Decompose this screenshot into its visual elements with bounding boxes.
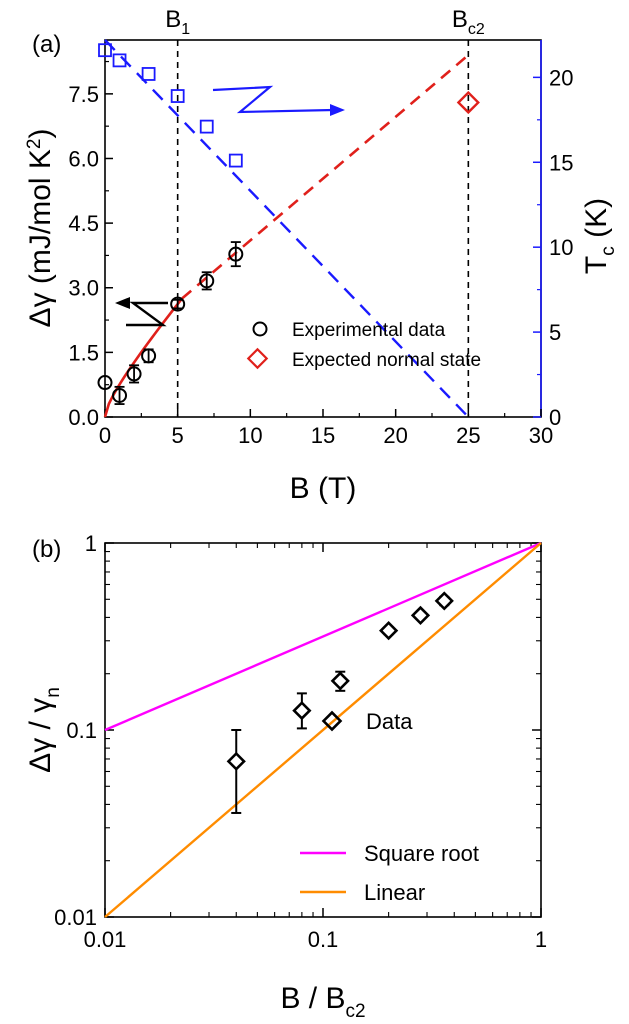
panel-b-y-title: Δγ / γn	[24, 687, 64, 773]
tc-point	[228, 153, 243, 168]
data-point	[226, 751, 246, 771]
x-tick-label: 0	[99, 423, 111, 448]
legend-diamond-icon	[246, 347, 269, 370]
panel-b: (b) 0.01 0.1 1 0.01 0.1 1 Data Square root L…	[24, 531, 547, 1022]
panel-a-marks	[97, 43, 480, 405]
panel-b-legend: Data Square root Linear	[300, 709, 479, 905]
y2-tick-label: 10	[549, 235, 573, 260]
y-tick-label: 4.5	[68, 211, 99, 236]
tc-point	[112, 53, 127, 68]
tc-point	[98, 43, 112, 58]
y-tick-label: 3.0	[68, 276, 99, 301]
vertical-line-label: Bc2	[452, 6, 485, 38]
y2-tick-label: 15	[549, 150, 573, 175]
panel-b-x-ticks: 0.01 0.1 1	[84, 543, 547, 952]
panel-b-y-ticks: 0.01 0.1 1	[54, 531, 541, 930]
x-tick-label: 20	[383, 423, 407, 448]
tc-point	[199, 119, 214, 134]
y-tick-label: 0.0	[68, 405, 99, 430]
data-point	[330, 671, 350, 691]
y-tick-label: 0.1	[66, 718, 97, 743]
tc-point	[170, 89, 185, 103]
experimental-point	[228, 246, 244, 262]
experimental-point	[126, 366, 142, 382]
panel-a-x-title: B (T)	[290, 472, 357, 505]
y-tick-label: 1	[85, 531, 97, 556]
x-tick-label: 25	[456, 423, 480, 448]
legend-expected: Expected normal state	[292, 350, 481, 371]
black-arrow-head-icon	[115, 297, 130, 309]
panel-a-legend: Experimental data Expected normal state	[246, 320, 481, 371]
y2-tick-label: 0	[549, 405, 561, 430]
x-tick-label: 15	[311, 423, 335, 448]
panel-a-label: (a)	[32, 31, 61, 58]
panel-a: (a) 0 5 10 15 20 25 30 0.0 1.5 3.0 4.5 6.0 7.5 0 5 10…	[24, 6, 619, 505]
legend-square-root: Square root	[364, 841, 479, 866]
data-point	[434, 591, 454, 611]
legend-data: Data	[366, 709, 413, 734]
panel-a-arrows	[115, 85, 345, 327]
panel-a-y2-title: Tc (K)	[580, 198, 619, 274]
data-point	[292, 700, 312, 721]
experimental-point	[112, 387, 128, 403]
legend-experimental: Experimental data	[292, 320, 446, 341]
x-tick-label: 0.1	[308, 927, 339, 952]
black-axis-arrow	[126, 301, 168, 327]
linear-line	[104, 542, 542, 918]
data-point	[410, 605, 431, 626]
experimental-point	[170, 296, 186, 312]
data-point	[379, 620, 399, 641]
y-tick-label: 1.5	[68, 340, 99, 365]
panel-b-lines	[104, 541, 542, 918]
panel-b-x-title: B / Bc2	[280, 982, 365, 1022]
panel-b-marks	[226, 591, 454, 814]
experimental-point	[199, 273, 215, 289]
legend-linear: Linear	[364, 880, 425, 905]
y-tick-label: 0.01	[54, 905, 97, 930]
legend-circle-icon	[252, 321, 268, 337]
y2-tick-label: 5	[549, 320, 561, 345]
experimental-point	[141, 348, 157, 364]
blue-axis-arrow	[212, 85, 334, 114]
panel-b-label: (b)	[32, 536, 61, 563]
tc-dashed-fit-line	[104, 39, 470, 418]
panel-a-y-ticks: 0.0 1.5 3.0 4.5 6.0 7.5	[68, 60, 113, 430]
normal-state-point	[456, 90, 480, 115]
square-root-line	[104, 541, 542, 732]
panel-a-y-title: Δγ (mJ/mol K2)	[24, 129, 57, 328]
blue-arrow-head-icon	[330, 104, 345, 116]
legend-data-diamond-icon	[321, 710, 343, 732]
x-tick-label: 30	[529, 423, 553, 448]
panel-a-y2-ticks: 0 5 10 15 20	[533, 65, 573, 430]
x-tick-label: 1	[535, 927, 547, 952]
y-tick-label: 6.0	[68, 146, 99, 171]
panel-a-x-ticks: 0 5 10 15 20 25 30	[99, 409, 553, 448]
experimental-point	[97, 375, 113, 391]
vertical-line-label: B1	[165, 6, 190, 38]
tc-point	[141, 67, 156, 81]
x-tick-label: 0.01	[84, 927, 127, 952]
x-tick-label: 5	[172, 423, 184, 448]
red-dashed-extrapolation-line	[181, 54, 470, 300]
y-tick-label: 7.5	[68, 82, 99, 107]
y2-tick-label: 20	[549, 65, 573, 90]
x-tick-label: 10	[238, 423, 262, 448]
